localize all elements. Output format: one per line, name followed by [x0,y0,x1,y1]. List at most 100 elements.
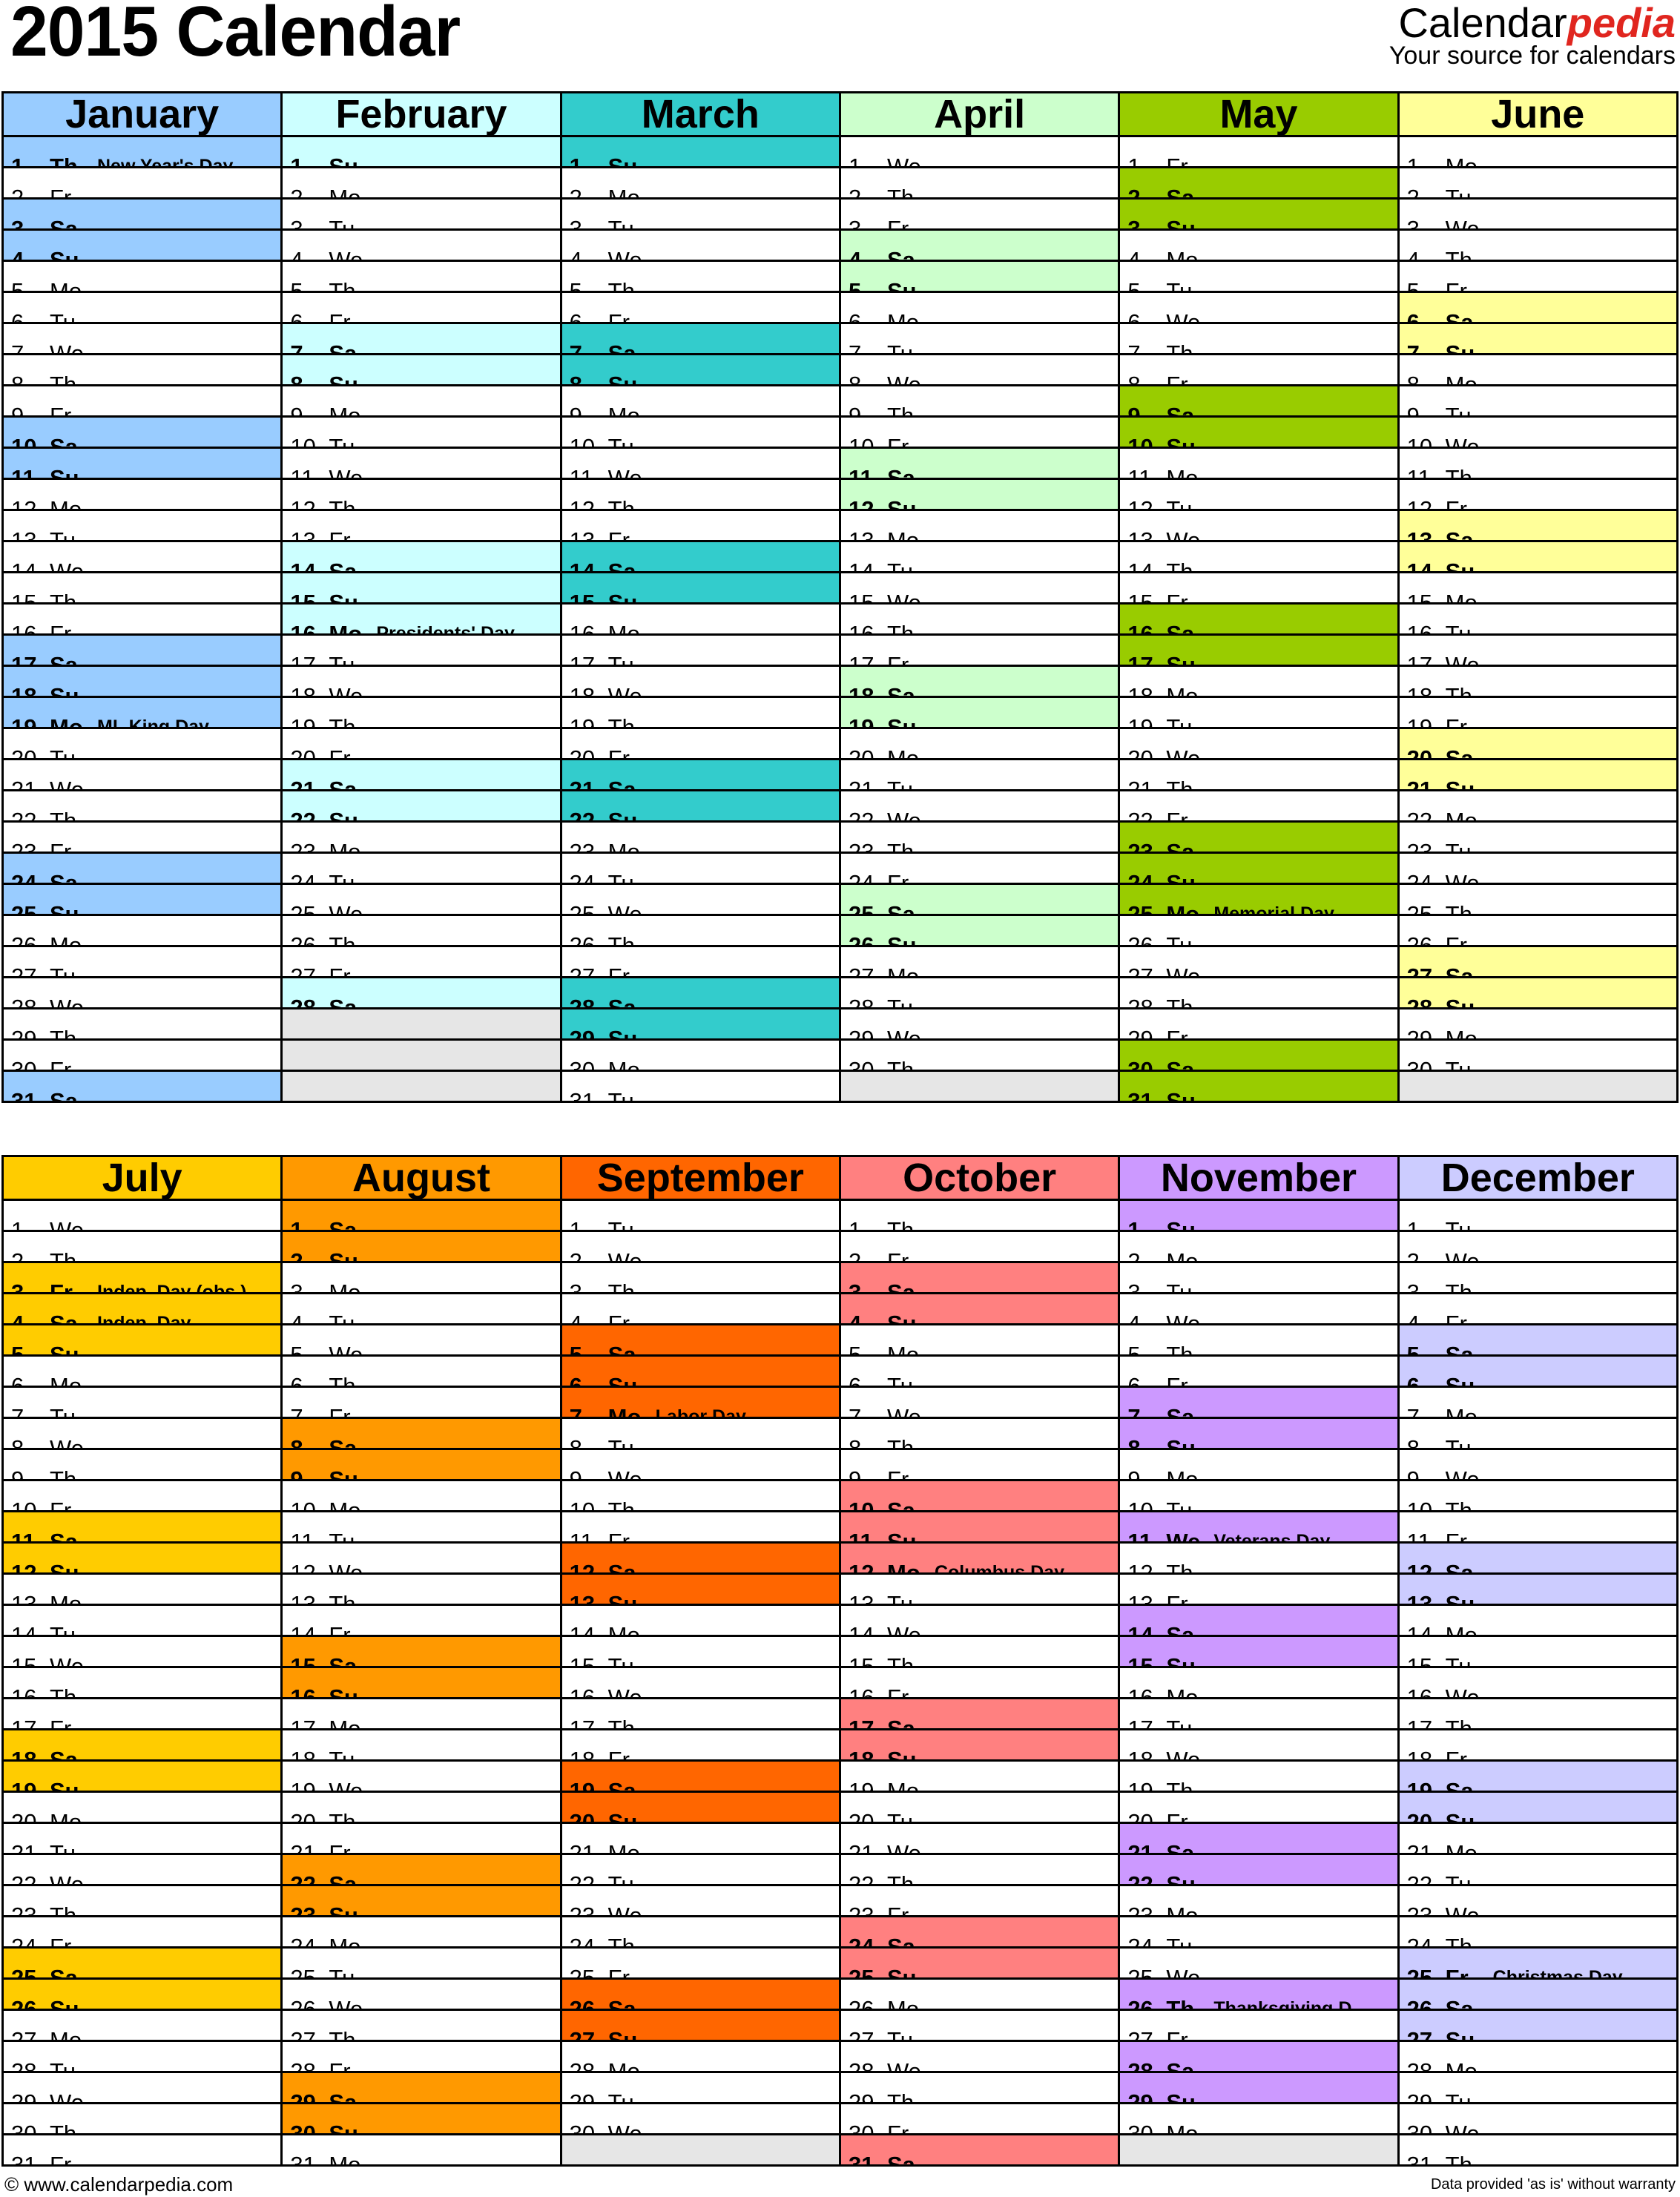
day-number: 9 [569,1466,582,1480]
day-cell: 14 Mo [1397,1604,1679,1637]
day-cell: 31 Th [1397,2133,1679,2167]
day-cell: 15 Tu [1397,1635,1679,1668]
weekday: Th [50,589,77,604]
weekday: Sa [886,1279,915,1294]
footer-copyright-link[interactable]: © www.calendarpedia.com [4,2173,234,2196]
day-number: 8 [290,1435,303,1449]
day-number: 9 [569,402,582,417]
day-cell: 25 Su [1,883,283,916]
day-cell: 10 Th [559,1479,841,1512]
day-number: 8 [569,1435,582,1449]
weekday: Mo [607,184,640,199]
day-number: 4 [1406,1310,1420,1325]
weekday: Su [1166,869,1196,884]
day-cell: 24 Fr [838,852,1121,885]
calendarpedia-logo[interactable]: Calendarpedia Your source for calendars [1389,0,1676,68]
weekday: Sa [1445,1777,1474,1792]
day-number: 8 [1127,1435,1141,1449]
weekday: Sa [1166,838,1195,853]
day-number: 19 [1406,1777,1433,1792]
weekday: Mo [1166,1684,1199,1699]
day-cell: 22 Su [559,789,841,823]
day-cell: 28 We [1,976,283,1009]
weekday: Tu [50,1839,76,1854]
day-number: 11 [1127,1528,1153,1543]
day-row: 19 Mo ML King Day 19 Th 19 Th 19 Su 19 Tu 19 Fr [1,696,1679,729]
weekday: We [1445,215,1480,230]
day-number: 3 [290,215,303,230]
day-cell: 26 Su [838,914,1121,947]
weekday: Th [886,1056,915,1071]
day-cell: 13 Fr [280,509,562,542]
day-cell: 4 We [1118,1292,1400,1325]
day-number: 18 [848,1746,874,1761]
day-cell: 14 Sa [1118,1604,1400,1637]
day-cell: 12 Su [838,478,1121,511]
day-number: 27 [569,2026,596,2041]
day-row: 18 Su 18 We 18 We 18 Sa 18 Mo 18 Th [1,665,1679,698]
page-title: 2015 Calendar [10,0,461,71]
day-number: 22 [848,807,874,822]
weekday: We [50,1653,84,1667]
day-cell: 2 Fr [1,166,283,200]
day-number: 14 [1406,1621,1433,1636]
day-number: 19 [11,1777,37,1792]
day-cell: 24 Th [559,1915,841,1949]
day-cell: 3 Fr Indep. Day (obs.) [1,1261,283,1294]
day-number: 22 [1406,1871,1433,1885]
day-number: 23 [1127,838,1153,853]
day-cell: 27 Fr [280,945,562,978]
weekday: Fr [607,309,630,323]
day-cell: 1 We [838,135,1121,168]
weekday: Th [607,932,635,946]
day-number: 27 [1127,963,1153,978]
day-number: 12 [290,495,316,510]
weekday: Tu [1166,1279,1193,1294]
day-row: 6 Mo 6 Th 6 Su 6 Tu 6 Fr 6 Su [1,1354,1679,1388]
day-cell: 15 Th [838,1635,1121,1668]
day-row: 22 We 22 Sa 22 Tu 22 Th 22 Su 22 Tu [1,1853,1679,1886]
day-cell: 8 Su [280,353,562,386]
day-cell: 9 We [559,1448,841,1481]
day-cell: 19 Th [1118,1759,1400,1793]
weekday: Su [50,1559,79,1574]
day-cell: 15 Th [1,571,283,605]
calendar-first-half: January February March April May June 1 Th New Y… [1,91,1679,1103]
day-number: 15 [1127,1653,1153,1667]
weekday: Fr [886,869,909,884]
day-cell: 1 Th [838,1199,1121,1232]
day-cell: 11 Fr [1397,1510,1679,1544]
day-number: 22 [569,1871,596,1885]
day-number: 14 [569,1621,596,1636]
day-number: 14 [1127,558,1153,573]
weekday: We [607,1248,642,1262]
day-cell: 10 Sa [1,415,283,449]
weekday: We [1445,869,1480,884]
day-number: 14 [11,1621,37,1636]
weekday: Sa [1166,1056,1195,1071]
day-number: 16 [290,620,316,635]
day-number: 9 [11,1466,24,1480]
weekday: Fr [50,1933,72,1948]
month-header-november: November [1118,1155,1400,1201]
weekday: Th [886,1653,915,1667]
weekday: Sa [886,2151,915,2166]
weekday: Su [886,1746,917,1761]
day-row: 25 Su 25 We 25 We 25 Sa 25 Mo Memorial Day 25 Th [1,883,1679,916]
weekday: Mo [329,402,361,417]
day-row: 9 Fr 9 Mo 9 Mo 9 Th 9 Sa 9 Tu [1,384,1679,418]
day-number: 24 [1406,869,1433,884]
weekday: We [1445,433,1480,448]
day-number: 5 [11,277,24,292]
weekday: We [329,1777,363,1792]
day-row: 14 We 14 Sa 14 Sa 14 Tu 14 Th 14 Su [1,540,1679,573]
day-cell: 7 Mo [1397,1386,1679,1419]
weekday: Tu [607,1435,634,1449]
day-number: 28 [11,994,37,1009]
day-cell: 15 We [838,571,1121,605]
day-number: 18 [1406,682,1433,697]
weekday: Su [50,1995,79,2010]
day-number: 17 [290,651,316,666]
weekday: Th [329,1808,356,1823]
day-number: 29 [1406,1025,1433,1040]
